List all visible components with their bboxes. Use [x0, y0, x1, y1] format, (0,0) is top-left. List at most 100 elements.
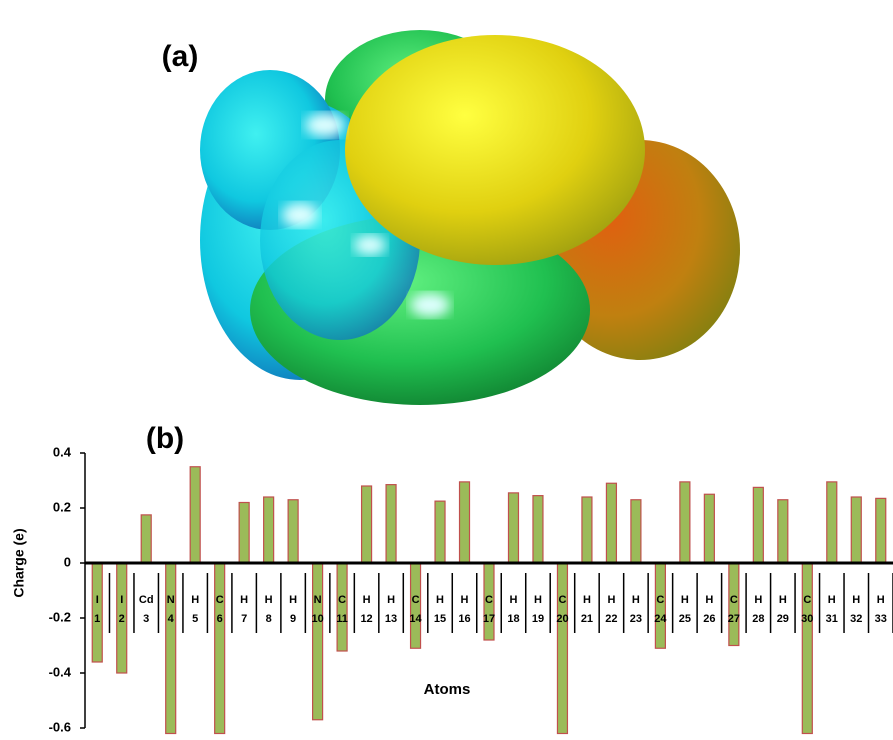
x-tick-label: H	[779, 594, 787, 606]
x-tick-label: 4	[168, 613, 175, 625]
x-tick-label: 7	[241, 613, 247, 625]
bar	[778, 500, 788, 563]
x-tick-label: 5	[192, 613, 198, 625]
x-tick-label: 15	[434, 613, 446, 625]
x-tick-label: 27	[728, 613, 740, 625]
x-tick-label: 31	[826, 613, 838, 625]
x-tick-label: C	[216, 594, 224, 606]
bar	[166, 563, 176, 734]
bar	[508, 493, 518, 563]
bar	[802, 563, 812, 734]
x-tick-label: C	[558, 594, 566, 606]
x-tick-label: C	[412, 594, 420, 606]
bar	[386, 485, 396, 563]
x-tick-label: H	[607, 594, 615, 606]
x-tick-label: 30	[801, 613, 813, 625]
bar	[313, 563, 323, 720]
x-tick-label: H	[534, 594, 542, 606]
y-tick-label: -0.2	[49, 609, 71, 624]
x-tick-label: 33	[875, 613, 887, 625]
bar	[215, 563, 225, 734]
x-tick-label: N	[167, 594, 175, 606]
x-tick-label: 17	[483, 613, 495, 625]
x-tick-label: 6	[217, 613, 223, 625]
x-tick-label: 9	[290, 613, 296, 625]
x-tick-label: H	[852, 594, 860, 606]
x-tick-label: 11	[336, 613, 348, 625]
bar	[851, 497, 861, 563]
bar	[827, 482, 837, 563]
mep-surface	[200, 30, 740, 405]
bar	[606, 483, 616, 563]
bar	[460, 482, 470, 563]
bar	[876, 498, 886, 563]
bar	[264, 497, 274, 563]
y-tick-label: 0.2	[53, 499, 71, 514]
x-tick-label: H	[583, 594, 591, 606]
panel-label: (a)	[162, 40, 199, 73]
x-tick-label: 23	[630, 613, 642, 625]
panel-label: (b)	[146, 422, 184, 455]
x-tick-label: 22	[605, 613, 617, 625]
bar	[582, 497, 592, 563]
x-tick-label: 24	[654, 613, 667, 625]
bar	[337, 563, 347, 651]
y-tick-label: 0.4	[53, 444, 72, 459]
bar	[557, 563, 567, 734]
x-tick-label: 10	[311, 613, 323, 625]
x-tick-label: 8	[266, 613, 272, 625]
x-tick-label: 12	[360, 613, 372, 625]
x-tick-label: C	[656, 594, 664, 606]
x-tick-label: 3	[143, 613, 149, 625]
x-tick-label: C	[485, 594, 493, 606]
y-axis-title: Charge (e)	[11, 528, 27, 597]
x-tick-label: I	[96, 594, 99, 606]
x-tick-label: H	[754, 594, 762, 606]
x-tick-label: H	[461, 594, 469, 606]
x-tick-label: 19	[532, 613, 544, 625]
bar	[141, 515, 151, 563]
x-tick-label: H	[681, 594, 689, 606]
bar	[631, 500, 641, 563]
x-tick-label: H	[363, 594, 371, 606]
x-tick-label: H	[265, 594, 273, 606]
x-tick-label: I	[120, 594, 123, 606]
x-axis-title: Atoms	[424, 681, 471, 698]
x-tick-label: H	[240, 594, 248, 606]
y-tick-label: -0.4	[49, 664, 72, 679]
x-tick-label: 2	[119, 613, 125, 625]
x-tick-label: 32	[850, 613, 862, 625]
x-tick-label: 26	[703, 613, 715, 625]
x-tick-label: 25	[679, 613, 691, 625]
y-tick-label: 0	[64, 554, 71, 569]
x-tick-label: C	[803, 594, 811, 606]
x-tick-label: C	[730, 594, 738, 606]
x-tick-label: H	[828, 594, 836, 606]
x-tick-label: C	[338, 594, 346, 606]
x-tick-label: H	[877, 594, 885, 606]
x-tick-label: 18	[507, 613, 519, 625]
bar	[190, 467, 200, 563]
x-tick-label: H	[632, 594, 640, 606]
x-tick-label: H	[705, 594, 713, 606]
bar	[704, 494, 714, 563]
bar	[753, 487, 763, 563]
x-tick-label: N	[314, 594, 322, 606]
figure: (a) (b) Charge (e) Atoms 0.4 0.2 0 -0.2 -0.4…	[0, 0, 893, 740]
x-tick-label: H	[510, 594, 518, 606]
x-tick-label: 1	[94, 613, 100, 625]
bar	[680, 482, 690, 563]
bar	[362, 486, 372, 563]
x-tick-label: H	[436, 594, 444, 606]
x-tick-label: H	[289, 594, 297, 606]
x-tick-label: Cd	[139, 594, 154, 606]
x-tick-label: 14	[409, 613, 422, 625]
bar	[435, 501, 445, 563]
bar	[239, 503, 249, 564]
bar	[288, 500, 298, 563]
x-tick-label: 29	[777, 613, 789, 625]
x-tick-label: 20	[556, 613, 568, 625]
x-tick-label: 28	[752, 613, 764, 625]
x-tick-label: 21	[581, 613, 593, 625]
y-tick-label: -0.6	[49, 719, 71, 734]
